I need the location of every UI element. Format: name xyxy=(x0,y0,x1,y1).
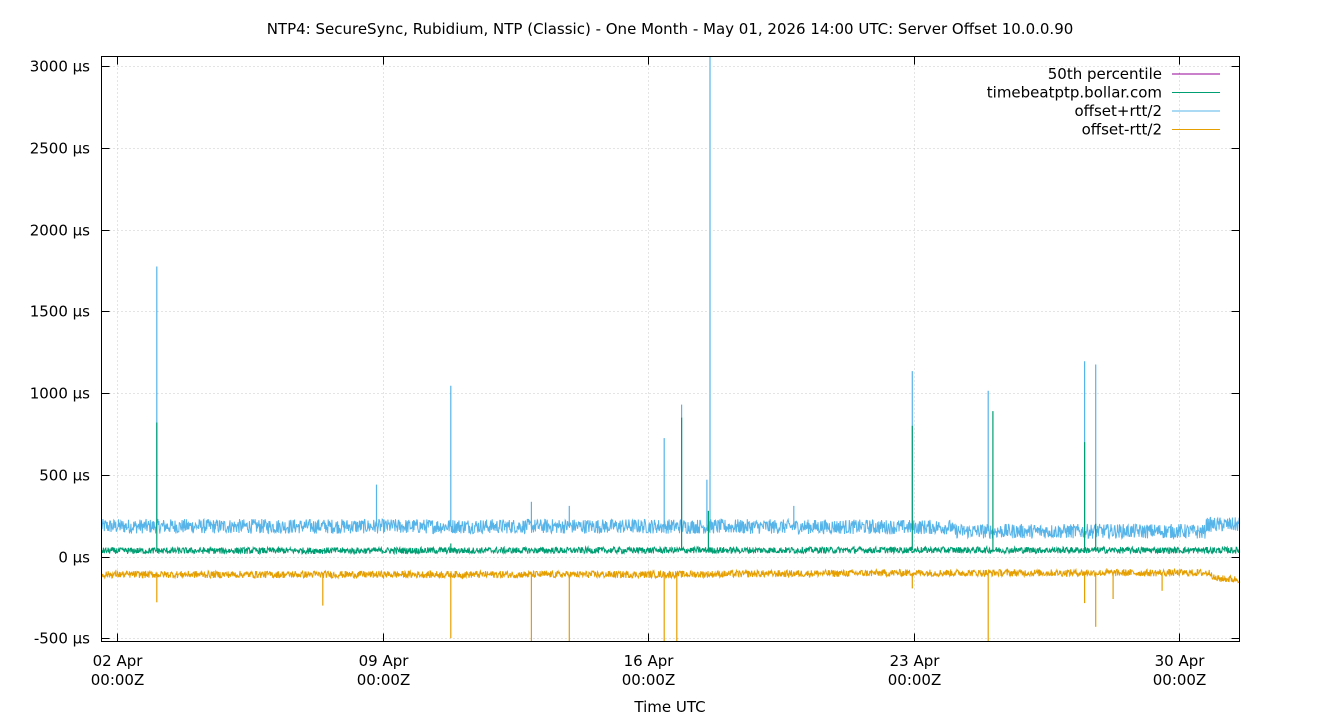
axes: -500 µs 0 µs 500 µs 1000 µs 1500 µs 2000 µs 25… xyxy=(30,56,1240,689)
y-tick-label: -500 µs xyxy=(34,630,90,648)
x-tick-label-time: 00:00Z xyxy=(357,671,411,689)
legend-entry-label: timebeatptp.bollar.com xyxy=(987,84,1162,102)
x-tick-label: 02 Apr xyxy=(93,652,144,670)
x-tick-label-time: 00:00Z xyxy=(91,671,145,689)
series-line-timebeatptp-bollar-com xyxy=(101,544,1240,556)
y-tick-label: 2000 µs xyxy=(30,222,90,240)
y-tick-label: 0 µs xyxy=(58,549,90,567)
x-axis-label: Time UTC xyxy=(633,698,705,716)
x-tick-label-time: 00:00Z xyxy=(1153,671,1207,689)
legend: 50th percentiletimebeatptp.bollar.comoff… xyxy=(987,65,1220,139)
x-tick-label-time: 00:00Z xyxy=(622,671,676,689)
y-tick-label: 3000 µs xyxy=(30,58,90,76)
legend-entry-label: offset-rtt/2 xyxy=(1082,121,1162,139)
series-line-offset-rtt-2 xyxy=(101,516,1240,541)
y-tick-label: 1500 µs xyxy=(30,303,90,321)
legend-entry-label: offset+rtt/2 xyxy=(1074,102,1162,120)
chart-title: NTP4: SecureSync, Rubidium, NTP (Classic… xyxy=(267,20,1074,38)
series-line-offset-rtt-2 xyxy=(101,567,1240,584)
y-tick-label: 500 µs xyxy=(39,467,90,485)
x-tick-label-time: 00:00Z xyxy=(888,671,942,689)
grid-lines xyxy=(101,56,1240,642)
plot-frame xyxy=(101,56,1240,642)
x-tick-label: 16 Apr xyxy=(624,652,675,670)
x-tick-label: 23 Apr xyxy=(890,652,941,670)
plot-area xyxy=(101,56,1240,642)
y-tick-label: 2500 µs xyxy=(30,140,90,158)
legend-entry-label: 50th percentile xyxy=(1048,65,1162,83)
x-tick-label: 30 Apr xyxy=(1155,652,1206,670)
y-tick-label: 1000 µs xyxy=(30,385,90,403)
x-tick-label: 09 Apr xyxy=(359,652,410,670)
